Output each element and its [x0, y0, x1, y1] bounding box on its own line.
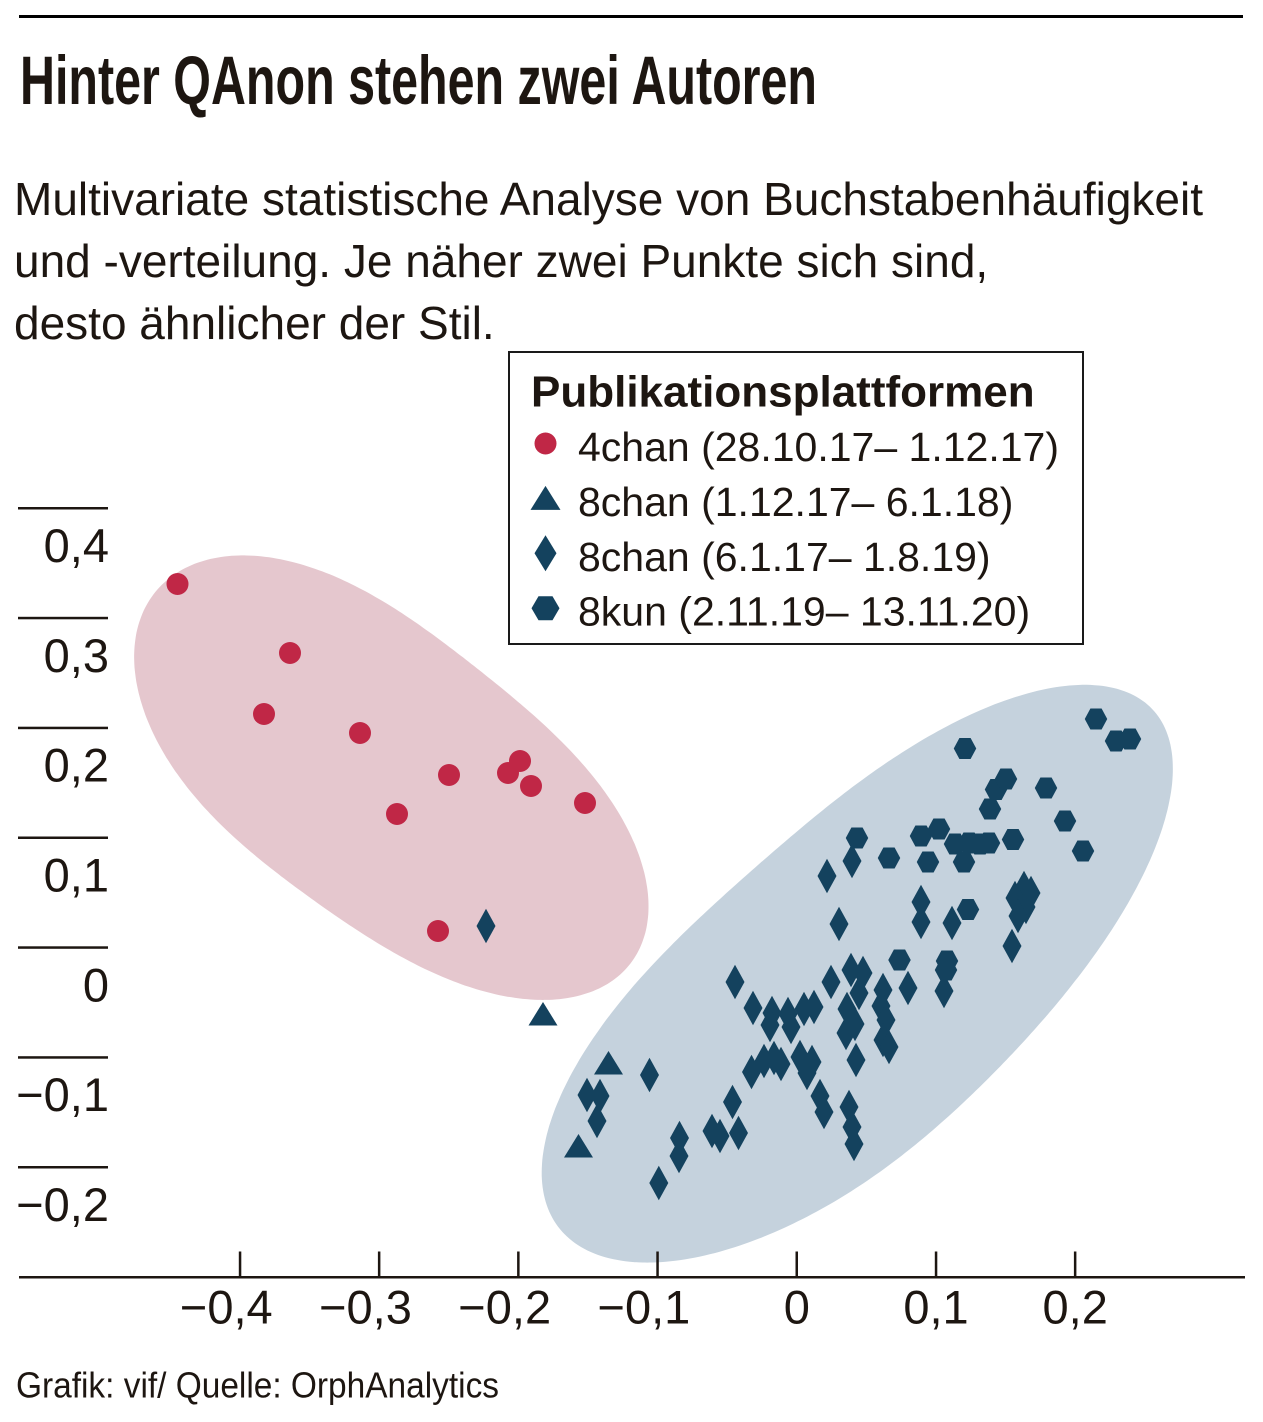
- svg-text:0: 0: [83, 958, 109, 1011]
- svg-text:0,2: 0,2: [44, 739, 109, 792]
- svg-text:0: 0: [784, 1281, 810, 1334]
- svg-text:−0,1: −0,1: [598, 1281, 691, 1334]
- svg-text:8chan (1.12.17– 6.1.18): 8chan (1.12.17– 6.1.18): [578, 479, 1013, 525]
- svg-text:0,4: 0,4: [44, 519, 109, 572]
- svg-text:4chan (28.10.17– 1.12.17): 4chan (28.10.17– 1.12.17): [578, 424, 1059, 470]
- svg-text:0,1: 0,1: [903, 1281, 968, 1334]
- svg-text:Hinter QAnon stehen zwei Autor: Hinter QAnon stehen zwei Autoren: [20, 42, 817, 119]
- svg-text:Grafik: vif/ Quelle: OrphAnaly: Grafik: vif/ Quelle: OrphAnalytics: [16, 1365, 499, 1406]
- svg-text:−0,2: −0,2: [458, 1281, 551, 1334]
- svg-text:0,3: 0,3: [44, 629, 109, 682]
- svg-text:8kun (2.11.19– 13.11.20): 8kun (2.11.19– 13.11.20): [578, 589, 1030, 635]
- svg-text:−0,3: −0,3: [319, 1281, 412, 1334]
- svg-text:−0,4: −0,4: [180, 1281, 273, 1334]
- svg-text:−0,2: −0,2: [16, 1178, 109, 1231]
- svg-text:desto ähnlicher der Stil.: desto ähnlicher der Stil.: [14, 297, 495, 349]
- svg-text:0,1: 0,1: [44, 849, 109, 902]
- svg-text:0,2: 0,2: [1043, 1281, 1108, 1334]
- svg-text:Publikationsplattformen: Publikationsplattformen: [531, 368, 1035, 417]
- svg-text:und -verteilung. Je näher zwei: und -verteilung. Je näher zwei Punkte si…: [14, 235, 988, 287]
- svg-text:−0,1: −0,1: [16, 1068, 109, 1121]
- svg-text:Multivariate statistische Anal: Multivariate statistische Analyse von Bu…: [14, 173, 1203, 225]
- svg-text:8chan (6.1.17– 1.8.19): 8chan (6.1.17– 1.8.19): [578, 534, 991, 580]
